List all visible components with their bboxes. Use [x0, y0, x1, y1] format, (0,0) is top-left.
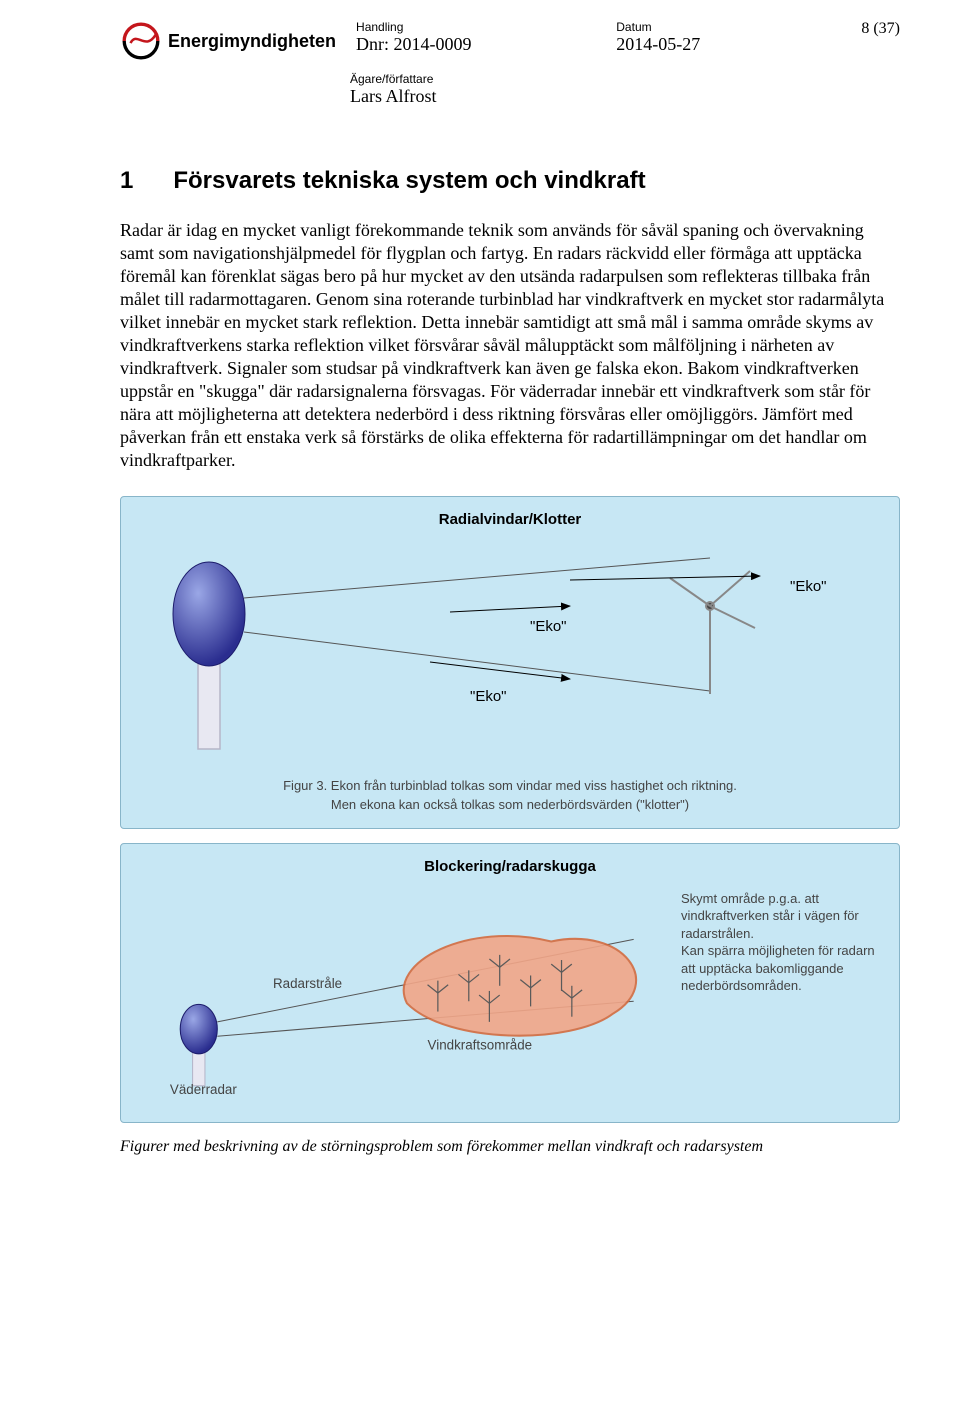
vindkraftsomrade-label: Vindkraftsområde: [428, 1037, 533, 1052]
figure-2-title: Blockering/radarskugga: [139, 858, 881, 875]
agency-logo: Energimyndigheten: [120, 20, 336, 62]
body-paragraph: Radar är idag en mycket vanligt förekomm…: [120, 219, 900, 472]
datum-value: 2014-05-27: [616, 34, 700, 55]
heading-number: 1: [120, 167, 133, 195]
figure-1-panel: Radialvindar/Klotter "Eko": [120, 496, 900, 828]
author-value: Lars Alfrost: [350, 86, 900, 107]
eko-label-1: "Eko": [790, 578, 827, 595]
page-number: 8 (37): [845, 20, 900, 55]
footer-caption: Figurer med beskrivning av de störningsp…: [120, 1137, 900, 1158]
radarstrale-label: Radarstråle: [273, 976, 342, 991]
datum-label: Datum: [616, 20, 700, 34]
section-heading: 1 Försvarets tekniska system och vindkra…: [120, 167, 900, 195]
figure-1-caption: Figur 3. Ekon från turbinblad tolkas som…: [139, 777, 881, 813]
eko-label-2: "Eko": [530, 618, 567, 635]
author-block: Ägare/författare Lars Alfrost: [350, 72, 900, 107]
datum-col: Datum 2014-05-27: [616, 20, 700, 55]
eko-label-3: "Eko": [470, 688, 507, 705]
author-label: Ägare/författare: [350, 72, 900, 86]
handling-value: Dnr: 2014-0009: [356, 34, 472, 55]
vaderradar-label: Väderradar: [170, 1082, 237, 1097]
energimyndigheten-logo-icon: [120, 20, 162, 62]
figure-2-panel: Blockering/radarskugga Skymt område p.g.…: [120, 843, 900, 1123]
figure-1-title: Radialvindar/Klotter: [139, 511, 881, 528]
document-meta: Handling Dnr: 2014-0009 Datum 2014-05-27…: [356, 20, 900, 55]
heading-text: Försvarets tekniska system och vindkraft: [173, 167, 645, 195]
handling-col: Handling Dnr: 2014-0009: [356, 20, 472, 55]
wind-turbine-icon: [670, 571, 755, 694]
figure-2-side-text: Skymt område p.g.a. att vindkraftverken …: [681, 890, 881, 995]
logo-text: Energimyndigheten: [168, 31, 336, 52]
handling-label: Handling: [356, 20, 472, 34]
document-header: Energimyndigheten Handling Dnr: 2014-000…: [120, 20, 900, 62]
figure-1-diagram: "Eko" "Eko" "Eko": [139, 536, 881, 766]
